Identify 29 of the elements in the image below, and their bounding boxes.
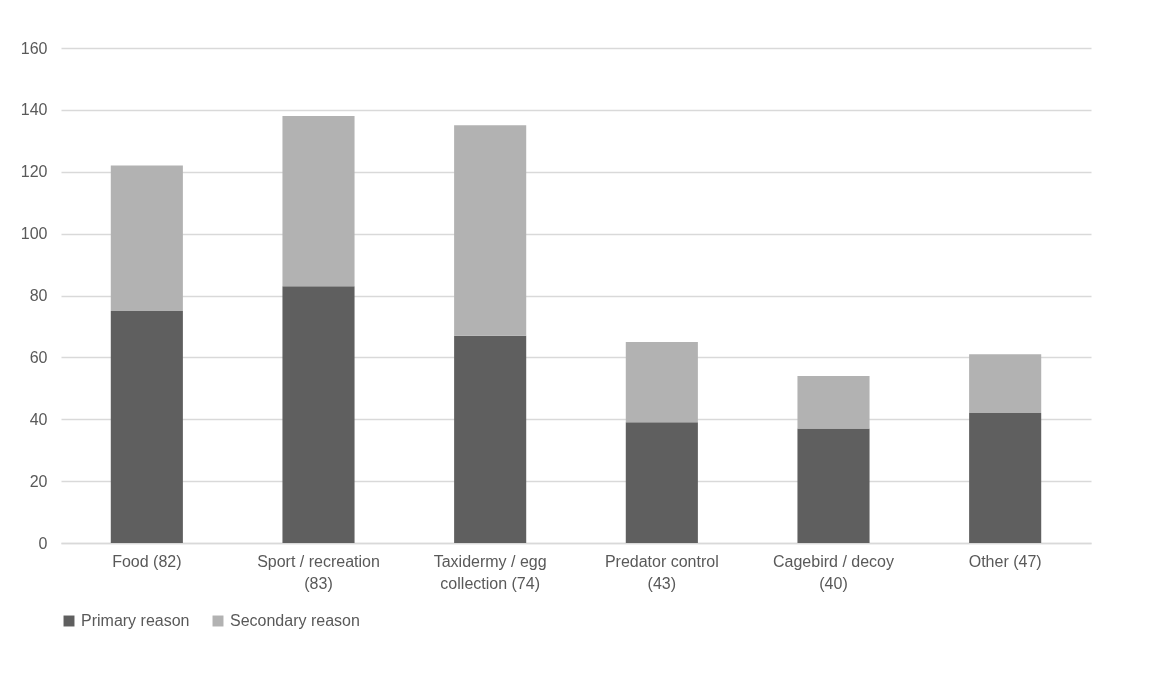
- bar: [454, 125, 527, 336]
- y-tick-label: 60: [29, 348, 48, 366]
- y-tick-label: 100: [20, 225, 48, 243]
- x-tick-label: Sport / recreation (83): [257, 552, 380, 592]
- bar: [797, 428, 870, 543]
- y-tick-label: 40: [29, 410, 48, 428]
- bar: [969, 413, 1042, 543]
- x-tick-label: Other (47): [968, 552, 1042, 570]
- x-tick-label: Predator control (43): [604, 552, 719, 592]
- bar: [110, 165, 183, 311]
- x-tick-label: Taxidermy / egg collection (74): [433, 552, 547, 592]
- bar: [969, 354, 1042, 414]
- y-tick-label: 120: [20, 163, 48, 181]
- bar: [454, 335, 527, 543]
- y-tick-label: 80: [29, 287, 48, 304]
- y-tick-label: 140: [20, 101, 48, 119]
- bar: [797, 375, 870, 429]
- bar: [282, 116, 355, 287]
- x-tick-label: Cagebird / decoy (40): [773, 552, 894, 592]
- bar: [625, 422, 698, 543]
- legend-label: Secondary reason: [230, 612, 360, 629]
- legend-label: Primary reason: [81, 612, 190, 629]
- bar: [625, 341, 698, 423]
- y-tick-label: 160: [20, 39, 48, 57]
- y-tick-label: 0: [38, 534, 48, 552]
- x-tick-label: Food (82): [112, 552, 182, 570]
- bar: [282, 286, 355, 543]
- y-tick-label: 20: [29, 472, 48, 490]
- bar: [110, 310, 183, 543]
